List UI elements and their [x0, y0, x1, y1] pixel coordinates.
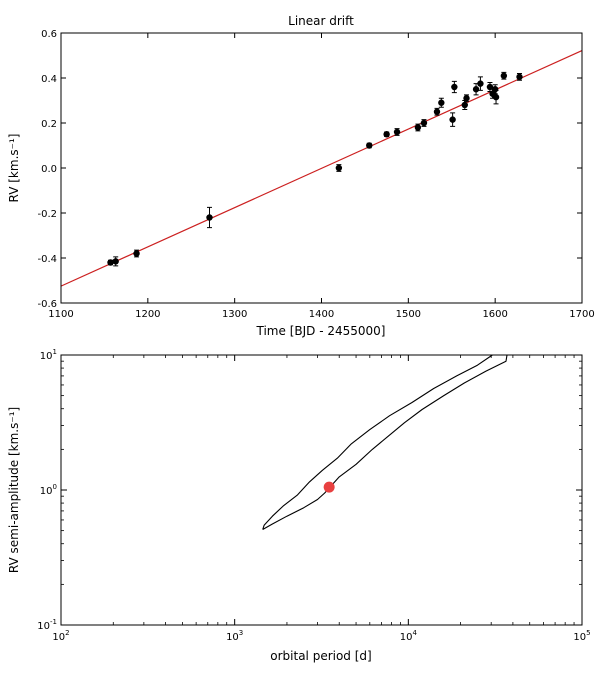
rv-data-point: [383, 131, 390, 138]
linear-drift-fit-line: [60, 50, 583, 287]
top-y-ticks: 0.6 0.4 0.2 0.0 -0.2 -0.4 -0.6: [37, 29, 582, 310]
rv-data-point: [420, 119, 428, 127]
top-y-tick-label: -0.2: [37, 209, 57, 220]
top-x-tick-label: 1100: [48, 309, 73, 320]
top-x-tick-label: 1300: [222, 309, 247, 320]
top-y-tick-label: -0.6: [37, 299, 57, 310]
best-fit-marker: [323, 481, 335, 493]
top-x-tick-label: 1500: [396, 309, 421, 320]
bottom-plot-frame: [60, 354, 583, 626]
rv-data-point: [491, 86, 499, 93]
bottom-plot-area: [262, 354, 508, 530]
top-x-axis-label: Time [BJD - 2455000]: [256, 324, 386, 338]
rv-data-point: [433, 108, 441, 115]
rv-data-point: [477, 80, 484, 87]
bottom-y-tick-label: 10-1: [37, 618, 57, 632]
rv-data-point: [461, 101, 468, 109]
rv-data-point: [486, 83, 494, 91]
top-chart-title: Linear drift: [288, 14, 354, 28]
rv-data-point: [206, 214, 213, 221]
top-y-tick-label: 0.6: [41, 29, 57, 40]
bottom-x-tick-label: 102: [52, 629, 69, 643]
top-plot-area: [60, 50, 583, 287]
rv-data-point: [492, 93, 500, 101]
bottom-x-ticks: 102 103 104 105: [52, 355, 591, 643]
rv-data-point: [107, 259, 114, 266]
top-y-tick-label: 0.0: [41, 164, 57, 175]
rv-data-point: [414, 124, 422, 131]
top-y-tick-label: 0.4: [41, 74, 57, 85]
bottom-x-tick-label: 105: [573, 629, 590, 643]
rv-data-point: [112, 258, 119, 265]
rv-data-point: [133, 250, 140, 257]
rv-data-point: [366, 142, 373, 149]
top-x-tick-label: 1400: [309, 309, 334, 320]
rv-data-point: [449, 116, 456, 123]
rv-data-point: [335, 164, 343, 172]
top-x-tick-label: 1600: [482, 309, 507, 320]
bottom-y-tick-label: 101: [40, 348, 57, 362]
bottom-y-ticks: 10-1 100 101: [37, 348, 582, 632]
rv-data-point: [516, 73, 523, 81]
rv-data-point: [393, 128, 401, 136]
rv-data-point: [438, 99, 445, 106]
bottom-y-tick-label: 100: [40, 483, 57, 497]
rv-data-point: [451, 83, 458, 91]
bottom-x-axis-label: orbital period [d]: [270, 649, 371, 663]
rv-data-point: [500, 72, 508, 79]
top-y-axis-label: RV [km.s⁻¹]: [7, 134, 21, 203]
rv-data-point: [472, 86, 480, 93]
top-y-tick-label: 0.2: [41, 119, 57, 130]
top-y-tick-label: -0.4: [37, 254, 57, 265]
bottom-x-tick-label: 104: [400, 629, 418, 643]
top-x-ticks: 1100 1200 1300 1400 1500 1600 1700: [48, 33, 595, 320]
bottom-y-axis-label: RV semi-amplitude [km.s⁻¹]: [7, 407, 21, 573]
rv-data-point: [463, 95, 470, 102]
semi-amplitude-period-panel: 102 103 104 105 10-1 100 101 orbital period […: [7, 348, 591, 663]
detection-limit-contour: [262, 354, 508, 530]
top-x-tick-label: 1700: [569, 309, 594, 320]
rv-time-panel: Linear drift 1100 1200 1300 1400 1500 1600 170…: [7, 14, 595, 338]
bottom-x-tick-label: 103: [226, 629, 243, 643]
top-x-tick-label: 1200: [135, 309, 160, 320]
